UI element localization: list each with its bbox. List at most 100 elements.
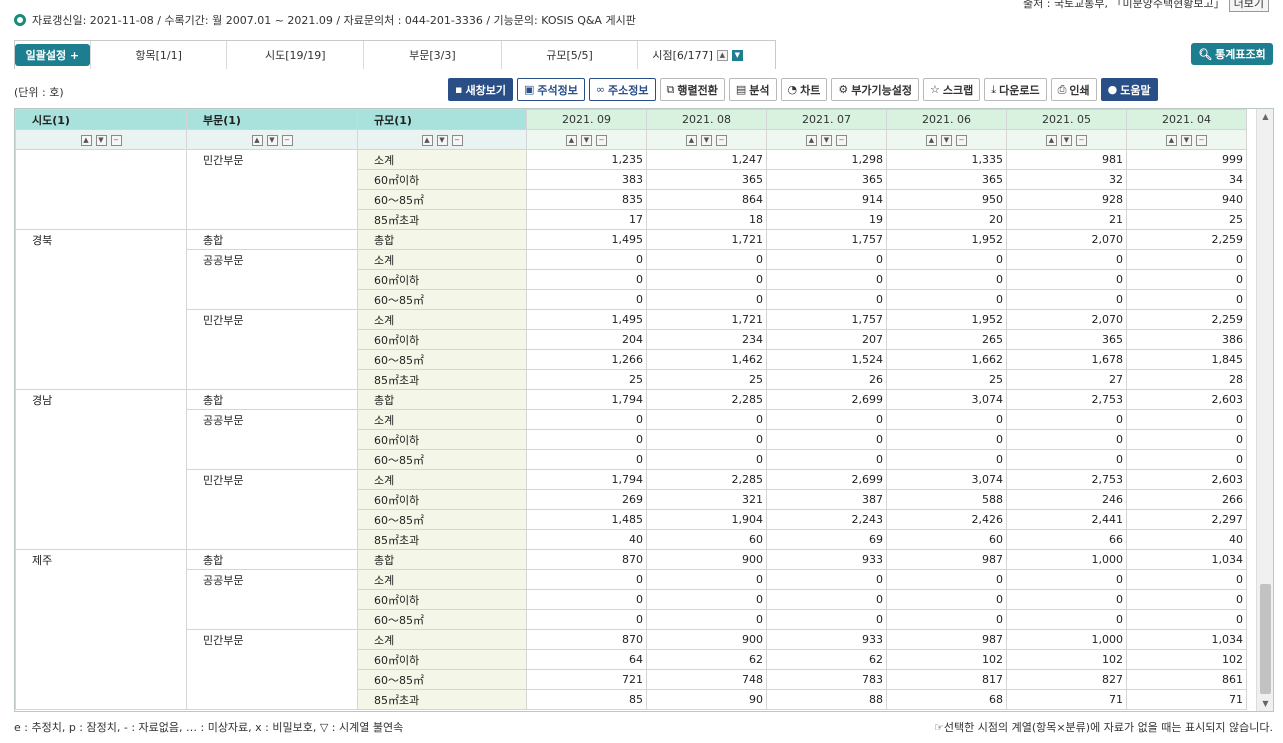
extra-settings-button[interactable]: ⚙ 부가기능설정 — [831, 78, 919, 101]
chevron-up-icon[interactable]: ▲ — [716, 49, 728, 61]
table-row: 제주 총합 총합 870 900 933 987 1,000 1,034 — [15, 549, 1247, 710]
table-row: 60～85㎡ 0 0 0 0 0 0 — [16, 449, 1247, 470]
reset-icon[interactable]: − — [281, 134, 293, 146]
annotation-button[interactable]: ▣ 주석정보 — [516, 78, 585, 101]
table-row: 민간부문 소계 870 900 933 987 1,000 1,034 — [16, 629, 1247, 710]
chevron-down-icon[interactable]: ▼ — [731, 49, 743, 61]
sort-up-icon[interactable]: ▲ — [1166, 134, 1177, 146]
reset-icon[interactable]: − — [110, 134, 122, 146]
new-window-label: 새창보기 — [465, 83, 506, 97]
sort-up-icon[interactable]: ▲ — [566, 134, 577, 146]
sort-up-icon[interactable]: ▲ — [80, 134, 92, 146]
help-button[interactable]: ● 도움말 — [1100, 78, 1158, 101]
scroll-down-icon[interactable]: ▼ — [1262, 699, 1269, 708]
cell-size: 소계 — [357, 309, 527, 330]
sort-up-icon[interactable]: ▲ — [686, 134, 697, 146]
scroll-up-icon[interactable]: ▲ — [1262, 112, 1269, 121]
cell-value: 40 — [1126, 529, 1247, 550]
sort-down-icon[interactable]: ▼ — [581, 134, 592, 146]
tab-item[interactable]: 항목[1/1] — [89, 41, 227, 69]
cell-value: 246 — [1006, 489, 1127, 510]
source-line: 출처 : 국토교통부, 「미분양주택현황보고」 더보기 — [1023, 0, 1269, 12]
table-row: 60㎡이하 64 62 62 102 102 102 — [16, 649, 1247, 670]
tab-period[interactable]: 시점[6/177] ▲ ▼ — [637, 41, 775, 69]
tab-sector[interactable]: 부문[3/3] — [363, 41, 501, 69]
header-period[interactable]: 2021. 08 — [646, 109, 767, 130]
source-more-button[interactable]: 더보기 — [1228, 0, 1269, 12]
cell-value: 0 — [526, 589, 647, 610]
cell-sector: 민간부문 — [186, 469, 358, 550]
reset-icon[interactable]: − — [451, 134, 463, 146]
header-sido[interactable]: 시도(1) — [15, 109, 187, 130]
batch-settings-button[interactable]: 일괄설정 + — [15, 44, 90, 66]
sort-up-icon[interactable]: ▲ — [251, 134, 263, 146]
sort-down-icon[interactable]: ▼ — [95, 134, 107, 146]
tab-sido[interactable]: 시도[19/19] — [226, 41, 363, 69]
new-window-button[interactable]: ▪ 새창보기 — [448, 78, 513, 101]
reset-icon[interactable]: − — [836, 134, 847, 146]
stat-table-search-button[interactable]: 🔍︎ 통계표조회 — [1191, 43, 1273, 65]
analysis-label: 분석 — [749, 83, 770, 97]
cell-value: 0 — [526, 269, 647, 290]
vertical-scrollbar[interactable]: ▲ ▼ — [1256, 109, 1273, 711]
sort-down-icon[interactable]: ▼ — [941, 134, 952, 146]
analysis-button[interactable]: ▤ 분석 — [728, 78, 777, 101]
header-period[interactable]: 2021. 06 — [886, 109, 1007, 130]
header-size[interactable]: 규모(1) — [357, 109, 527, 130]
cell-value: 365 — [886, 169, 1007, 190]
sort-down-icon[interactable]: ▼ — [436, 134, 448, 146]
cell-size: 60㎡이하 — [357, 649, 527, 670]
header-period[interactable]: 2021. 04 — [1126, 109, 1247, 130]
cell-value: 2,285 — [646, 469, 767, 490]
sort-controls: ▲ ▼ − — [1126, 129, 1247, 150]
cell-value: 66 — [1006, 529, 1127, 550]
cell-value: 62 — [766, 649, 887, 670]
cell-value: 1,904 — [646, 509, 767, 530]
tab-size[interactable]: 규모[5/5] — [500, 41, 638, 69]
header-period[interactable]: 2021. 09 — [526, 109, 647, 130]
sort-down-icon[interactable]: ▼ — [1181, 134, 1192, 146]
cell-size: 60㎡이하 — [357, 589, 527, 610]
new-window-icon: ▪ — [455, 83, 463, 96]
download-button[interactable]: ⤓ 다운로드 — [984, 78, 1047, 101]
sort-up-icon[interactable]: ▲ — [806, 134, 817, 146]
sort-controls: ▲ ▼ − — [766, 129, 887, 150]
sort-up-icon[interactable]: ▲ — [421, 134, 433, 146]
sort-down-icon[interactable]: ▼ — [821, 134, 832, 146]
cell-value: 2,603 — [1126, 469, 1247, 490]
cell-value: 0 — [1006, 569, 1127, 590]
sort-down-icon[interactable]: ▼ — [266, 134, 278, 146]
header-period[interactable]: 2021. 05 — [1006, 109, 1127, 130]
reset-icon[interactable]: − — [1076, 134, 1087, 146]
chart-button[interactable]: ◔ 차트 — [780, 78, 828, 101]
cell-value: 0 — [886, 429, 1007, 450]
cell-value: 69 — [766, 529, 887, 550]
reset-icon[interactable]: − — [596, 134, 607, 146]
sort-up-icon[interactable]: ▲ — [926, 134, 937, 146]
table-row: 60～85㎡ 1,266 1,462 1,524 1,662 1,678 1,845 — [16, 349, 1247, 370]
cell-size: 60㎡이하 — [357, 169, 527, 190]
reset-icon[interactable]: − — [1196, 134, 1207, 146]
scrap-button[interactable]: ☆ 스크랩 — [922, 78, 981, 101]
short-url-button[interactable]: ∞ 주소정보 — [588, 78, 656, 101]
cell-value: 2,243 — [766, 509, 887, 530]
sort-down-icon[interactable]: ▼ — [1061, 134, 1072, 146]
cell-size: 85㎡초과 — [357, 209, 527, 230]
print-button[interactable]: ⎙ 인쇄 — [1050, 78, 1097, 101]
annotation-label: 주석정보 — [537, 83, 578, 97]
sort-up-icon[interactable]: ▲ — [1046, 134, 1057, 146]
search-icon: 🔍︎ — [1198, 47, 1213, 61]
reset-icon[interactable]: − — [716, 134, 727, 146]
sort-down-icon[interactable]: ▼ — [701, 134, 712, 146]
transpose-button[interactable]: ⧉ 행렬전환 — [659, 78, 725, 101]
table-row: 60～85㎡ 1,485 1,904 2,243 2,426 2,441 2,297 — [16, 509, 1247, 530]
cell-value: 25 — [886, 369, 1007, 390]
cell-value: 0 — [1126, 269, 1247, 290]
cell-size: 60～85㎡ — [357, 509, 527, 530]
reset-icon[interactable]: − — [956, 134, 967, 146]
header-period[interactable]: 2021. 07 — [766, 109, 887, 130]
scroll-thumb[interactable] — [1260, 584, 1271, 694]
link-icon: ∞ — [595, 83, 606, 96]
header-sector[interactable]: 부문(1) — [186, 109, 358, 130]
cell-value: 102 — [886, 649, 1007, 670]
